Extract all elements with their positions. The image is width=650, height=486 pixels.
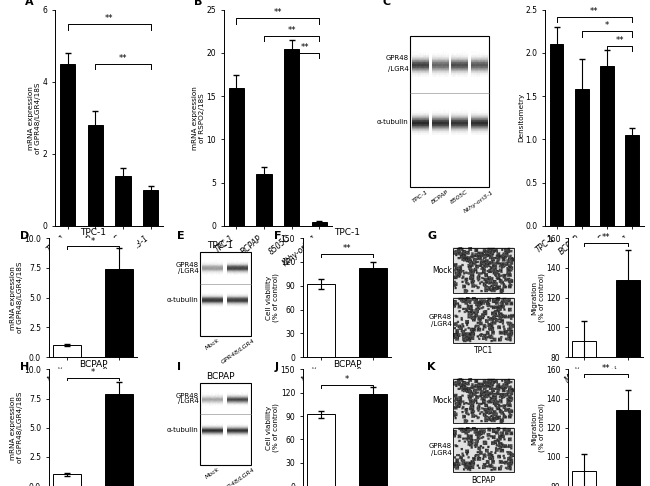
Text: **: ** [105, 14, 113, 23]
Text: **: ** [590, 6, 599, 16]
Text: /LGR4: /LGR4 [178, 399, 199, 404]
Text: F: F [274, 231, 282, 241]
Text: Mock: Mock [204, 337, 220, 350]
Text: *: * [91, 237, 95, 246]
Bar [312, 222, 327, 226]
Text: GPR48: GPR48 [385, 55, 409, 61]
Text: **: ** [616, 36, 624, 45]
Text: C: C [383, 0, 391, 7]
Text: Mock: Mock [432, 397, 452, 405]
Title: TPC-1: TPC-1 [334, 228, 360, 237]
Bar [116, 175, 131, 226]
Bar [200, 383, 251, 465]
Title: BCPAP: BCPAP [79, 360, 107, 368]
Text: α-tubulin: α-tubulin [167, 297, 199, 303]
Title: BCPAP: BCPAP [333, 360, 361, 368]
Text: BCPAP: BCPAP [430, 189, 450, 205]
Text: Nthy-ori3-1: Nthy-ori3-1 [463, 189, 495, 214]
Text: TPC1: TPC1 [474, 347, 493, 355]
Bar [616, 280, 640, 476]
Bar [284, 49, 299, 226]
Text: **: ** [301, 43, 310, 52]
Text: /LGR4: /LGR4 [178, 268, 199, 274]
Bar [53, 345, 81, 357]
Text: *: * [91, 368, 95, 377]
Text: BCPAP: BCPAP [206, 372, 234, 381]
Bar [571, 471, 596, 486]
Y-axis label: Densitometry: Densitometry [518, 93, 524, 142]
Bar [454, 297, 514, 343]
Title: TPC-1: TPC-1 [80, 228, 106, 237]
Text: **: ** [602, 233, 610, 242]
Text: /LGR4: /LGR4 [388, 66, 409, 72]
Text: GPR48: GPR48 [176, 393, 199, 399]
Text: E: E [177, 231, 185, 241]
Bar [200, 252, 251, 336]
Text: α-tubulin: α-tubulin [167, 427, 199, 433]
Bar [88, 125, 103, 226]
Text: **: ** [602, 364, 610, 373]
Text: **: ** [274, 8, 282, 17]
Text: B: B [194, 0, 202, 7]
Text: TPC-1: TPC-1 [411, 189, 429, 204]
Text: H: H [20, 363, 30, 372]
Text: G: G [427, 231, 436, 241]
Bar [257, 174, 272, 226]
Y-axis label: Migration
(% of control): Migration (% of control) [531, 273, 545, 322]
Text: GPR48/LGR4: GPR48/LGR4 [220, 337, 255, 364]
Bar [571, 341, 596, 476]
Bar [53, 474, 81, 486]
Bar [454, 248, 514, 293]
Text: α-tubulin: α-tubulin [377, 119, 409, 125]
Text: 8505C: 8505C [450, 189, 469, 205]
Bar [410, 35, 489, 187]
Y-axis label: mRNA expression
of RSPO2/18S: mRNA expression of RSPO2/18S [192, 86, 205, 150]
Text: J: J [274, 363, 278, 372]
Y-axis label: mRNA expression
of GPR48/LGR4/18S: mRNA expression of GPR48/LGR4/18S [10, 392, 23, 464]
Bar [454, 428, 514, 472]
Bar [105, 269, 133, 357]
Y-axis label: mRNA expression
of GPR48/LGR4/18S: mRNA expression of GPR48/LGR4/18S [10, 262, 23, 333]
Bar [307, 284, 335, 357]
Bar [307, 415, 335, 486]
Text: **: ** [119, 54, 127, 63]
Bar [575, 89, 589, 226]
Y-axis label: Cell viability
(% of control): Cell viability (% of control) [266, 403, 280, 452]
Bar [454, 379, 514, 423]
Text: GPR48
/LGR4: GPR48 /LGR4 [429, 443, 452, 456]
Bar [625, 135, 639, 226]
Y-axis label: Cell viability
(% of control): Cell viability (% of control) [266, 273, 280, 322]
Y-axis label: Migration
(% of control): Migration (% of control) [531, 403, 545, 452]
Text: D: D [20, 231, 30, 241]
Bar [600, 66, 614, 226]
Bar [359, 394, 387, 486]
Text: GPR48
/LGR4: GPR48 /LGR4 [429, 314, 452, 327]
Bar [60, 64, 75, 226]
Bar [616, 410, 640, 486]
Text: *: * [345, 375, 349, 384]
Bar [229, 87, 244, 226]
Text: Mock: Mock [204, 466, 220, 480]
Y-axis label: mRNA expression
of GPR48/LGR4/18S: mRNA expression of GPR48/LGR4/18S [29, 82, 42, 154]
Text: A: A [25, 0, 34, 7]
Bar [359, 267, 387, 357]
Text: GPR48: GPR48 [176, 262, 199, 268]
Text: Mock: Mock [432, 266, 452, 275]
Text: **: ** [287, 26, 296, 35]
Text: BCPAP: BCPAP [471, 475, 496, 485]
Text: GPR48/LGR4: GPR48/LGR4 [220, 466, 255, 486]
Bar [143, 190, 158, 226]
Text: TPC-1: TPC-1 [207, 241, 233, 249]
Text: **: ** [343, 244, 351, 253]
Text: I: I [177, 363, 181, 372]
Text: K: K [427, 363, 436, 372]
Bar [550, 44, 564, 226]
Text: *: * [604, 21, 609, 30]
Bar [105, 394, 133, 486]
